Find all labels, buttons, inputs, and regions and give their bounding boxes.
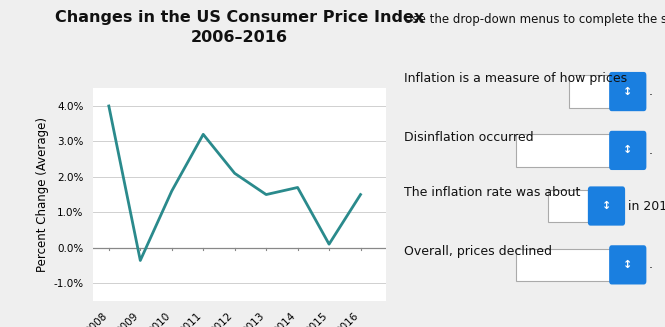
FancyBboxPatch shape <box>516 249 612 281</box>
FancyBboxPatch shape <box>609 131 646 170</box>
FancyBboxPatch shape <box>609 72 646 111</box>
Text: ↕: ↕ <box>602 201 611 211</box>
Text: ↕: ↕ <box>623 146 632 155</box>
Text: .: . <box>649 85 653 98</box>
FancyBboxPatch shape <box>569 75 612 108</box>
Text: Changes in the US Consumer Price Index
2006–2016: Changes in the US Consumer Price Index 2… <box>55 10 424 44</box>
Text: Disinflation occurred: Disinflation occurred <box>404 131 534 144</box>
Text: The inflation rate was about: The inflation rate was about <box>404 186 581 199</box>
Text: .: . <box>649 144 653 157</box>
Text: .: . <box>649 258 653 271</box>
Text: in 2014.: in 2014. <box>628 199 665 213</box>
Text: Inflation is a measure of how prices: Inflation is a measure of how prices <box>404 72 628 85</box>
FancyBboxPatch shape <box>588 186 625 226</box>
Text: ↕: ↕ <box>623 87 632 96</box>
Text: ↕: ↕ <box>623 260 632 270</box>
Text: Use the drop-down menus to complete the statements.: Use the drop-down menus to complete the … <box>404 13 665 26</box>
FancyBboxPatch shape <box>609 245 646 284</box>
FancyBboxPatch shape <box>516 134 612 167</box>
Text: Overall, prices declined: Overall, prices declined <box>404 245 553 258</box>
Y-axis label: Percent Change (Average): Percent Change (Average) <box>36 117 49 272</box>
FancyBboxPatch shape <box>548 190 591 222</box>
